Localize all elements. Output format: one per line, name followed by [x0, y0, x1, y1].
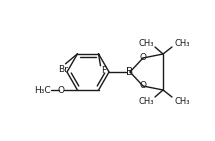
Text: B: B — [126, 67, 134, 77]
Text: CH₃: CH₃ — [138, 96, 154, 105]
Text: CH₃: CH₃ — [174, 38, 190, 48]
Text: CH₃: CH₃ — [174, 96, 190, 105]
Text: F: F — [101, 66, 106, 75]
Text: O: O — [140, 81, 146, 91]
Text: CH₃: CH₃ — [138, 38, 154, 48]
Text: O: O — [58, 86, 65, 95]
Text: O: O — [140, 53, 146, 62]
Text: Br: Br — [58, 65, 68, 74]
Text: H₃C: H₃C — [34, 86, 51, 95]
